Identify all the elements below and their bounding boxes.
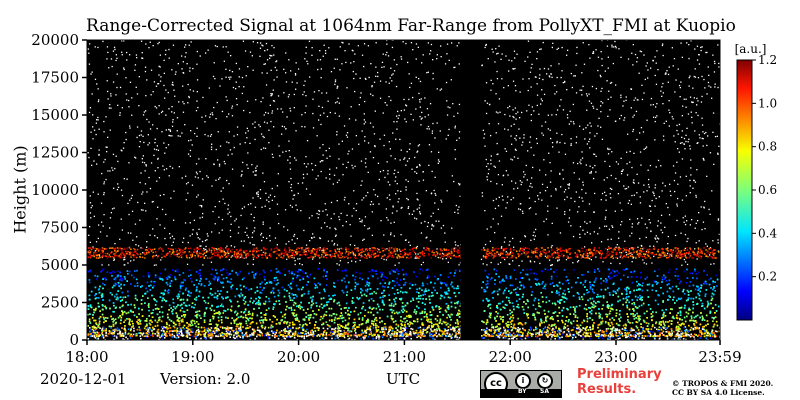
plot-background bbox=[87, 40, 720, 340]
x-tick-label: 21:00 bbox=[383, 348, 426, 366]
preliminary-line-2: Results. bbox=[577, 382, 637, 397]
plot-area bbox=[87, 40, 720, 340]
colorbar-tick-label: 1.2 bbox=[758, 53, 777, 67]
chart-title: Range-Corrected Signal at 1064nm Far-Ran… bbox=[86, 16, 736, 36]
colorbar-label: [a.u.] bbox=[735, 42, 767, 56]
aerosol-layer bbox=[87, 268, 720, 338]
y-tick-label: 7500 bbox=[41, 219, 79, 237]
x-tick-label: 23:59 bbox=[698, 348, 741, 366]
noise-speckles bbox=[87, 40, 720, 267]
x-tick-label: 19:00 bbox=[171, 348, 214, 366]
colorbar-tick-label: 0.2 bbox=[758, 270, 777, 284]
x-tick-label: 18:00 bbox=[65, 348, 108, 366]
colorbar-tick-label: 1.0 bbox=[758, 96, 777, 110]
y-tick-label: 10000 bbox=[31, 181, 79, 199]
attribution-icon: i bbox=[515, 373, 531, 389]
colorbar-tick-label: 0.8 bbox=[758, 140, 777, 154]
colorbar: 0.2 0.4 0.6 0.8 1.0 1.2[a.u.] bbox=[735, 42, 777, 321]
y-tick-label: 2500 bbox=[41, 294, 79, 312]
sa-label: SA bbox=[540, 388, 549, 395]
colorbar-tick-label: 0.4 bbox=[758, 226, 777, 240]
copyright-text: © TROPOS & FMI 2020. CC BY SA 4.0 Licens… bbox=[672, 379, 773, 397]
cc-license-badge: cc i ↻ BY SA bbox=[480, 370, 562, 398]
y-tick-label: 0 bbox=[69, 331, 79, 349]
copyright-line-1: © TROPOS & FMI 2020. bbox=[672, 379, 774, 388]
colorbar-tick-label: 0.6 bbox=[758, 183, 777, 197]
y-tick-label: 17500 bbox=[31, 69, 79, 87]
copyright-line-2: CC BY SA 4.0 License. bbox=[672, 388, 765, 397]
y-tick-label: 15000 bbox=[31, 106, 79, 124]
by-label: BY bbox=[518, 388, 527, 395]
preliminary-results-text: Preliminary Results. bbox=[577, 367, 662, 397]
date-label: 2020-12-01 bbox=[40, 370, 127, 388]
colorbar-gradient bbox=[736, 59, 753, 321]
x-tick-label: 22:00 bbox=[489, 348, 532, 366]
upper-signal-layer bbox=[87, 247, 720, 259]
preliminary-line-1: Preliminary bbox=[577, 367, 662, 382]
share-alike-icon: ↻ bbox=[537, 373, 553, 389]
version-label: Version: 2.0 bbox=[160, 370, 251, 388]
y-tick-label: 12500 bbox=[31, 144, 79, 162]
x-tick-label: 23:00 bbox=[594, 348, 637, 366]
x-axis-label: UTC bbox=[386, 370, 421, 388]
axes-layer: 0 2500 5000 7500 10000 12500 15000 17500 20000 18… bbox=[31, 31, 741, 366]
surface-saturation bbox=[87, 326, 720, 340]
x-tick-label: 20:00 bbox=[277, 348, 320, 366]
y-tick-label: 20000 bbox=[31, 31, 79, 49]
no-data-gap bbox=[460, 40, 481, 340]
y-axis-label: Height (m) bbox=[10, 145, 30, 234]
y-tick-label: 5000 bbox=[41, 256, 79, 274]
